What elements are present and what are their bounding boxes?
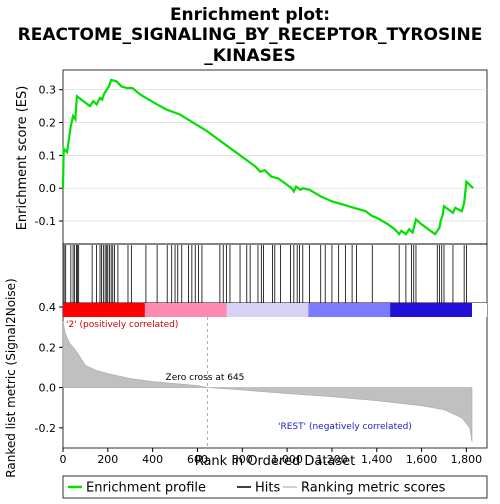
x-tick-label: 1,800 — [451, 453, 483, 466]
metric-y-ticks: 0.4 0.2 0.0 -0.2 — [35, 301, 63, 435]
heat-bar-segment — [63, 303, 146, 317]
legend-box — [62, 475, 488, 499]
metric-y-axis-label: Ranked list metric (Signal2Noise) — [4, 278, 18, 477]
x-tick-label: 600 — [187, 453, 208, 466]
es-grid — [63, 89, 487, 222]
x-tick-label: 800 — [232, 453, 253, 466]
x-tick-label: 1,200 — [316, 453, 348, 466]
ranking-metric-area — [62, 321, 473, 443]
legend-hits-label: Hits — [255, 481, 280, 496]
chart-title-line-1: Enrichment plot: — [170, 5, 330, 25]
heat-bar-segment — [390, 303, 473, 317]
ranking-metric-area-path — [62, 321, 473, 443]
legend-profile-label: Enrichment profile — [86, 481, 206, 496]
es-y-tick-label: 0.0 — [39, 182, 57, 195]
x-tick-label: 400 — [142, 453, 163, 466]
es-y-axis-label: Enrichment score (ES) — [15, 86, 30, 231]
x-ticks: 0 200 400 600 800 1,000 1,200 1,400 1,600 1,800 — [60, 448, 483, 466]
metric-y-tick-label: 0.2 — [39, 341, 57, 354]
chart-title-line-3: _KINASES — [204, 46, 295, 66]
negative-label: 'REST' (negatively correlated) — [278, 422, 412, 432]
zero-cross-label: Zero cross at 645 — [166, 373, 245, 383]
legend-metric-label: Ranking metric scores — [301, 481, 446, 496]
x-tick-label: 0 — [60, 453, 67, 466]
positive-label: '2' (positively correlated) — [66, 320, 178, 330]
x-axis-label: Rank in Ordered Dataset — [195, 454, 356, 469]
x-tick-label: 1,600 — [406, 453, 438, 466]
hit-lines — [63, 245, 467, 303]
es-y-tick-label: 0.3 — [39, 84, 57, 97]
heat-bar-segment — [144, 303, 228, 317]
x-tick-label: 200 — [97, 453, 118, 466]
metric-y-tick-label: 0.0 — [39, 382, 57, 395]
heat-bar-segment — [308, 303, 391, 317]
heat-bar — [63, 303, 487, 317]
es-panel-frame — [62, 69, 488, 245]
x-tick-label: 1,400 — [361, 453, 393, 466]
metric-y-tick-label: -0.2 — [35, 422, 56, 435]
es-y-ticks: 0.3 0.2 0.1 0.0 -0.1 — [35, 84, 63, 228]
heat-bar-segment — [226, 303, 309, 317]
es-y-tick-label: 0.2 — [39, 117, 57, 130]
enrichment-profile-line — [61, 78, 474, 236]
enrichment-profile — [61, 78, 474, 236]
es-y-tick-label: -0.1 — [35, 215, 56, 228]
heat-bar-end — [472, 303, 487, 317]
es-y-tick-label: 0.1 — [39, 149, 57, 162]
chart-title-line-2: REACTOME_SIGNALING_BY_RECEPTOR_TYROSINE — [18, 25, 483, 45]
x-tick-label: 1,000 — [271, 453, 303, 466]
metric-y-tick-label: 0.4 — [39, 301, 57, 314]
